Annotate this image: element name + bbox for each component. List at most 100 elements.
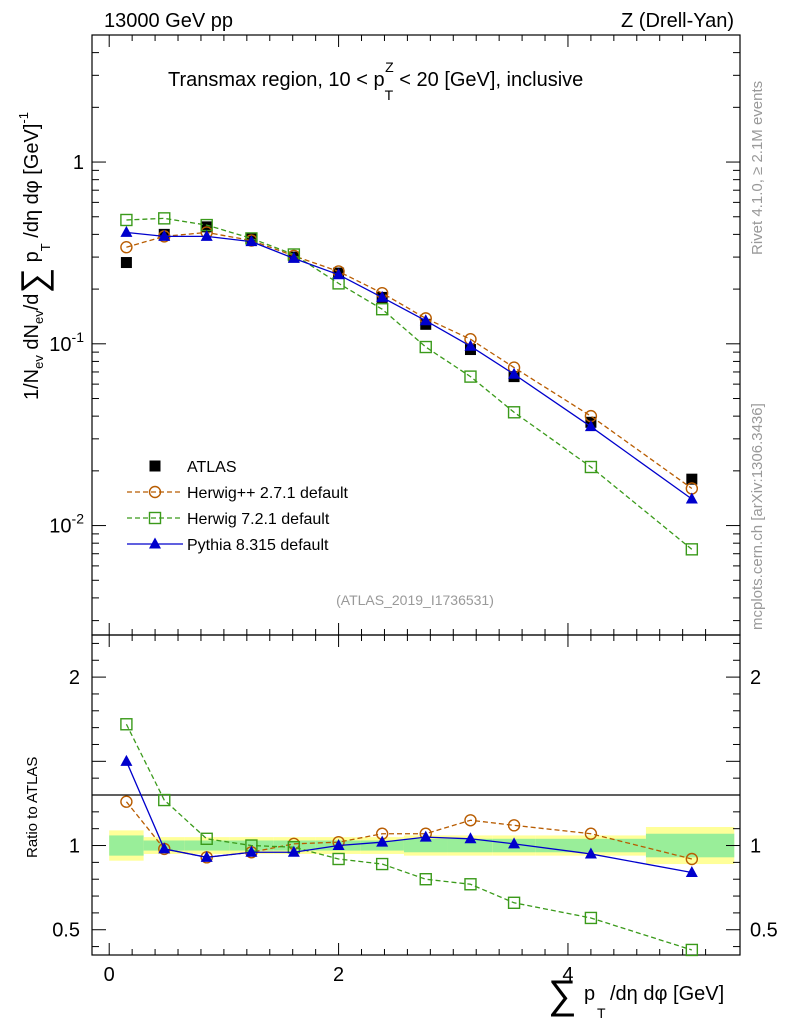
svg-text:p: p [584, 983, 595, 1005]
legend-label: Herwig 7.2.1 default [187, 511, 330, 528]
data-point [464, 370, 477, 383]
rivet-label: Rivet 4.1.0, ≥ 2.1M events [749, 81, 766, 255]
svg-text:T: T [597, 1005, 606, 1021]
ratio-point [200, 832, 213, 845]
ratio-point [158, 842, 171, 854]
series-line [126, 231, 693, 489]
data-series [120, 212, 699, 957]
data-point [120, 225, 133, 237]
ratio-point [375, 857, 389, 871]
ratio-point [419, 873, 432, 886]
data-point [245, 235, 258, 247]
legend-label: Pythia 8.315 default [187, 537, 329, 554]
svg-text:/dη dφ [GeV]: /dη dφ [GeV] [610, 983, 724, 1005]
ratio-tick-label-right: 2 [750, 667, 761, 689]
ratio-point [584, 827, 598, 840]
data-point [686, 473, 698, 485]
ratio-point [584, 847, 597, 859]
data-point [419, 340, 432, 354]
data-point [120, 257, 132, 269]
ratio-tick-label: 1 [69, 836, 80, 858]
legend-marker [149, 460, 161, 472]
ratio-band-green [109, 835, 144, 856]
ratio-point [685, 852, 699, 866]
ratio-tick-label-right: 1 [750, 836, 761, 858]
series-0 [120, 221, 698, 485]
data-point [507, 406, 521, 419]
ratio-point [584, 911, 598, 925]
mcplots-label: mcplots.cern.ch [arXiv:1306.3436] [749, 403, 766, 630]
series-line [126, 231, 693, 500]
ratio-tick-label: 2 [69, 667, 80, 689]
y-tick-label: 10-2 [49, 511, 84, 538]
ratio-point [158, 793, 171, 807]
ratio-point [419, 830, 432, 842]
legend: ATLAS Herwig++ 2.7.1 default Herwig 7.2.1 … [127, 459, 349, 554]
legend-label: Herwig++ 2.7.1 default [187, 485, 349, 502]
legend-marker [149, 537, 161, 549]
data-point [287, 251, 300, 263]
x-tick-label: 2 [333, 964, 344, 986]
data-point [419, 314, 432, 326]
svg-text:∑: ∑ [548, 973, 577, 1017]
energy-label: 13000 GeV pp [104, 10, 233, 32]
ratio-point [507, 819, 521, 832]
ratio-tick-label-right: 0.5 [750, 920, 778, 942]
series-line [126, 217, 693, 550]
ratio-point [332, 852, 345, 866]
data-point [584, 460, 598, 474]
x-tick-label: 0 [104, 964, 115, 986]
data-point [158, 229, 171, 241]
ratio-point [287, 845, 300, 857]
ratio-band-green [403, 838, 448, 853]
ratio-point [685, 943, 699, 957]
legend-marker [148, 511, 162, 525]
ratio-point [200, 850, 213, 862]
ratio-tick-label: 0.5 [52, 920, 80, 942]
data-point [375, 303, 389, 316]
data-point [376, 290, 389, 302]
svg-text:1/Nev dNev/d∑ pT /dη dφ [GeV]: 1/Nev dNev/d∑ pT /dη dφ [GeV]-1 [13, 112, 54, 400]
legend-label: ATLAS [187, 459, 237, 476]
ratio-point [120, 718, 133, 731]
process-label: Z (Drell-Yan) [621, 10, 734, 32]
ratio-band-green [447, 838, 493, 853]
ratio-point [376, 835, 389, 847]
data-point [332, 268, 345, 280]
ratio-point [120, 795, 133, 808]
data-point [120, 241, 133, 254]
analysis-tag: (ATLAS_2019_I1736531) [336, 592, 494, 608]
ratio-band-green [535, 838, 646, 853]
data-point [584, 420, 597, 432]
data-point [464, 339, 477, 351]
y-tick-label: 10-1 [49, 329, 84, 356]
ratio-y-label: Ratio to ATLAS [24, 757, 41, 858]
x-tick-label: 4 [562, 964, 573, 986]
data-point [200, 229, 213, 241]
ratio-band-green [645, 833, 735, 858]
ratio-band-green [273, 840, 316, 851]
series-3 [120, 225, 698, 877]
y-axis-label: 1/Nev dNev/d∑ pT /dη dφ [GeV]-1 [13, 112, 54, 400]
ratio-point [464, 878, 477, 891]
x-axis-label: ∑ p T /dη dφ [GeV] [548, 973, 724, 1021]
data-point [508, 367, 521, 379]
data-point [158, 212, 171, 225]
ratio-line [125, 761, 692, 874]
ratio-point [120, 754, 133, 766]
data-point [120, 213, 133, 227]
data-point [685, 543, 699, 556]
ratio-point [332, 839, 345, 851]
ratio-point [685, 865, 698, 877]
ratio-point [464, 814, 477, 827]
ratio-band-green [184, 840, 230, 851]
ratio-line [125, 723, 693, 951]
ratio-point [508, 837, 521, 849]
legend-marker [148, 485, 162, 499]
ratio-point [245, 845, 258, 857]
plot-title: Transmax region, 10 < pTZ < 20 [GeV], in… [168, 59, 583, 103]
ratio-point [507, 896, 521, 909]
y-tick-label: 1 [73, 152, 84, 174]
ratio-point [464, 832, 477, 844]
